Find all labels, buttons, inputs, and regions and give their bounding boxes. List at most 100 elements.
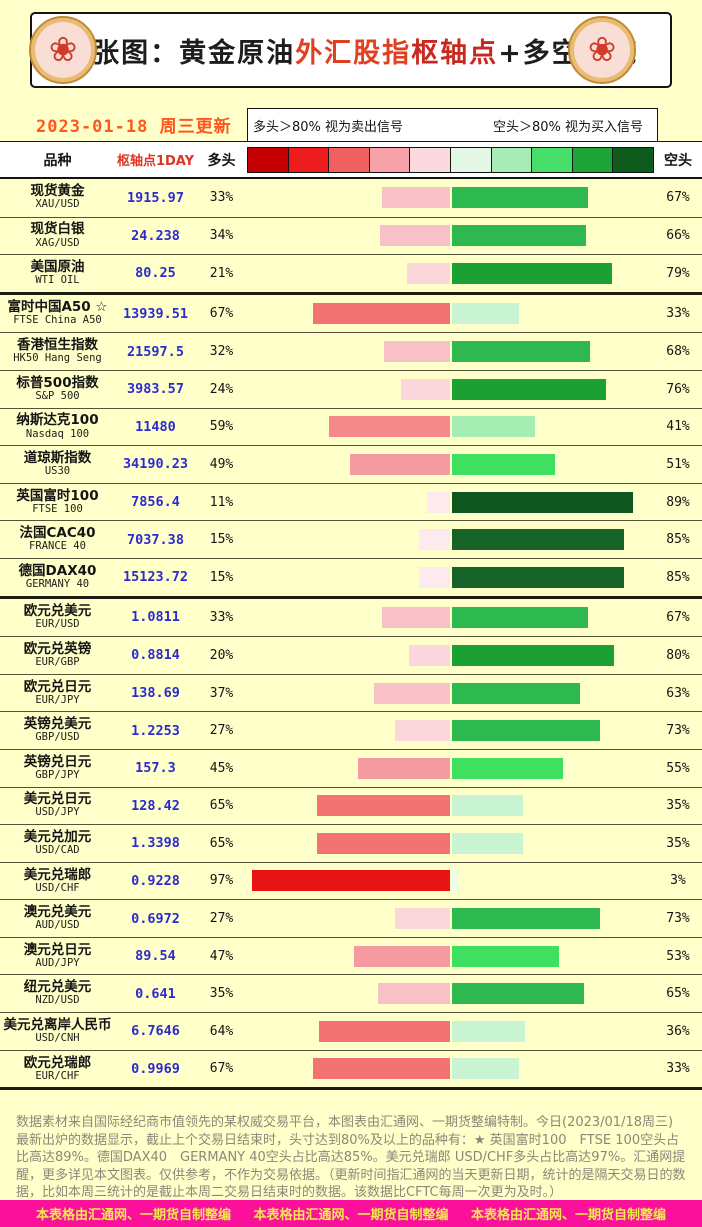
instrument-name-cell: 德国DAX40 GERMANY 40 [0, 563, 115, 592]
pivot-value: 7856.4 [131, 494, 180, 511]
table-row: 美元兑加元 USD/CAD 1.3398 65% 35% [0, 824, 702, 862]
table-row: 美元兑离岸人民币 USD/CNH 6.7646 64% 36% [0, 1012, 702, 1050]
instrument-code: EUR/USD [35, 618, 80, 630]
instrument-name-cell: 澳元兑日元 AUD/JPY [0, 942, 115, 971]
long-percent: 67% [209, 1061, 234, 1077]
long-bar [382, 187, 450, 209]
long-bar [406, 262, 450, 284]
long-percent: 27% [209, 723, 234, 739]
short-bar [451, 453, 556, 475]
long-percent: 65% [209, 798, 234, 814]
instrument-group: 现货黄金 XAU/USD 1915.97 33% 67% 现货白银 XAG/USD 24.23… [0, 179, 702, 295]
flower-seal-left-icon: ❀ [29, 16, 97, 84]
short-percent: 63% [666, 685, 690, 701]
long-percent: 33% [209, 190, 234, 206]
short-bar [451, 1058, 519, 1080]
table-row: 欧元兑瑞郎 EUR/CHF 0.9969 67% 33% [0, 1049, 702, 1088]
instrument-name-cell: 英镑兑美元 GBP/USD [0, 716, 115, 745]
page-title: 一张图：黄金原油外汇股指枢轴点+多空一览 [63, 31, 639, 70]
instrument-group: 富时中国A50 ☆ FTSE China A50 13939.51 67% 33% 香港恒… [0, 295, 702, 599]
table-row: 道琼斯指数 US30 34190.23 49% 51% [0, 445, 702, 483]
short-percent: 51% [666, 456, 690, 472]
instrument-name-cell: 美元兑加元 USD/CAD [0, 829, 115, 858]
footnote: 数据素材来自国际经纪商市值领先的某权威交易平台，本图表由汇通网、一期货整编特制。… [16, 1115, 686, 1201]
short-percent: 85% [666, 532, 690, 548]
table-row: 英镑兑日元 GBP/JPY 157.3 45% 55% [0, 748, 702, 787]
long-bar [382, 606, 450, 628]
column-header-row: 品种 枢轴点1DAY 多头 空头 [0, 141, 702, 179]
short-percent: 73% [666, 911, 690, 927]
instrument-code: XAG/USD [35, 236, 80, 249]
instrument-name: 美国原油 [30, 259, 85, 276]
update-date: 2023-01-18 周三更新 [36, 117, 232, 137]
header-banner: ❀ 一张图：黄金原油外汇股指枢轴点+多空一览 ❀ [0, 0, 702, 92]
scale-cell [288, 147, 330, 172]
short-percent: 79% [666, 265, 690, 281]
pivot-value: 0.8814 [131, 647, 180, 664]
long-percent: 65% [209, 835, 234, 851]
table-row: 纳斯达克100 Nasdaq 100 11480 59% 41% [0, 407, 702, 446]
sentiment-bar [247, 378, 654, 400]
short-bar [451, 720, 601, 742]
long-bar [380, 225, 450, 247]
long-percent: 24% [209, 381, 234, 397]
long-bar [400, 378, 450, 400]
legend-short-signal: 空头＞80% 视为买入信号 [492, 119, 643, 135]
instrument-code: GBP/USD [35, 731, 80, 744]
long-bar [319, 1020, 450, 1042]
table-row: 澳元兑美元 AUD/USD 0.6972 27% 73% [0, 899, 702, 937]
flower-seal-right-icon: ❀ [568, 16, 636, 84]
table-row: 标普500指数 S&P 500 3983.57 24% 76% [0, 369, 702, 408]
instrument-name: 欧元兑英镑 [23, 640, 92, 657]
long-bar [394, 908, 450, 930]
footer-credit: 本表格由汇通网、一期货自制整编 [253, 1208, 449, 1223]
instrument-name: 道琼斯指数 [23, 450, 92, 467]
pivot-value: 138.69 [131, 685, 180, 702]
long-percent: 49% [209, 456, 234, 472]
instrument-code: FRANCE 40 [29, 540, 86, 553]
pivot-value: 0.9228 [131, 872, 180, 889]
pivot-value: 24.238 [131, 227, 180, 244]
long-percent: 97% [209, 873, 234, 889]
long-percent: 21% [209, 265, 234, 281]
instrument-name-cell: 欧元兑瑞郎 EUR/CHF [0, 1055, 115, 1084]
instrument-name: 香港恒生指数 [17, 337, 98, 354]
scale-cell [491, 147, 533, 172]
instrument-code: S&P 500 [35, 389, 80, 402]
instrument-name-cell: 欧元兑美元 EUR/USD [0, 603, 115, 632]
short-percent: 76% [666, 381, 690, 397]
instrument-name-cell: 标普500指数 S&P 500 [0, 375, 115, 404]
short-bar [451, 225, 586, 247]
pivot-value: 1915.97 [127, 189, 184, 206]
sentiment-bar [247, 682, 654, 704]
instrument-name: 富时中国A50 ☆ [7, 299, 108, 316]
instrument-name-cell: 美国原油 WTI OIL [0, 259, 115, 288]
short-bar [451, 983, 584, 1005]
short-percent: 85% [666, 569, 690, 585]
instrument-name-cell: 纳斯达克100 Nasdaq 100 [0, 412, 115, 441]
instrument-name-cell: 美元兑离岸人民币 USD/CNH [0, 1017, 115, 1046]
long-bar [317, 795, 450, 817]
long-percent: 15% [209, 569, 234, 585]
long-percent: 59% [209, 419, 234, 435]
sentiment-bar [247, 1020, 654, 1042]
sentiment-bar [247, 225, 654, 247]
short-bar [451, 262, 613, 284]
long-bar [317, 832, 450, 854]
instrument-name: 美元兑日元 [23, 791, 92, 808]
instrument-name-cell: 英国富时100 FTSE 100 [0, 488, 115, 517]
instrument-code: USD/JPY [35, 806, 80, 819]
sentiment-bar [247, 757, 654, 779]
pivot-value: 1.0811 [131, 609, 180, 626]
column-header-variety: 品种 [43, 152, 72, 169]
long-percent: 45% [209, 760, 234, 776]
table-row: 美元兑瑞郎 USD/CHF 0.9228 97% 3% [0, 861, 702, 900]
sentiment-bar [247, 606, 654, 628]
instrument-code: EUR/CHF [35, 1069, 80, 1082]
short-percent: 89% [666, 494, 690, 510]
table-row: 欧元兑日元 EUR/JPY 138.69 37% 63% [0, 673, 702, 712]
instrument-code: USD/CHF [35, 881, 80, 894]
instrument-name-cell: 纽元兑美元 NZD/USD [0, 979, 115, 1008]
sentiment-bar [247, 870, 654, 892]
pivot-value: 15123.72 [122, 569, 189, 586]
